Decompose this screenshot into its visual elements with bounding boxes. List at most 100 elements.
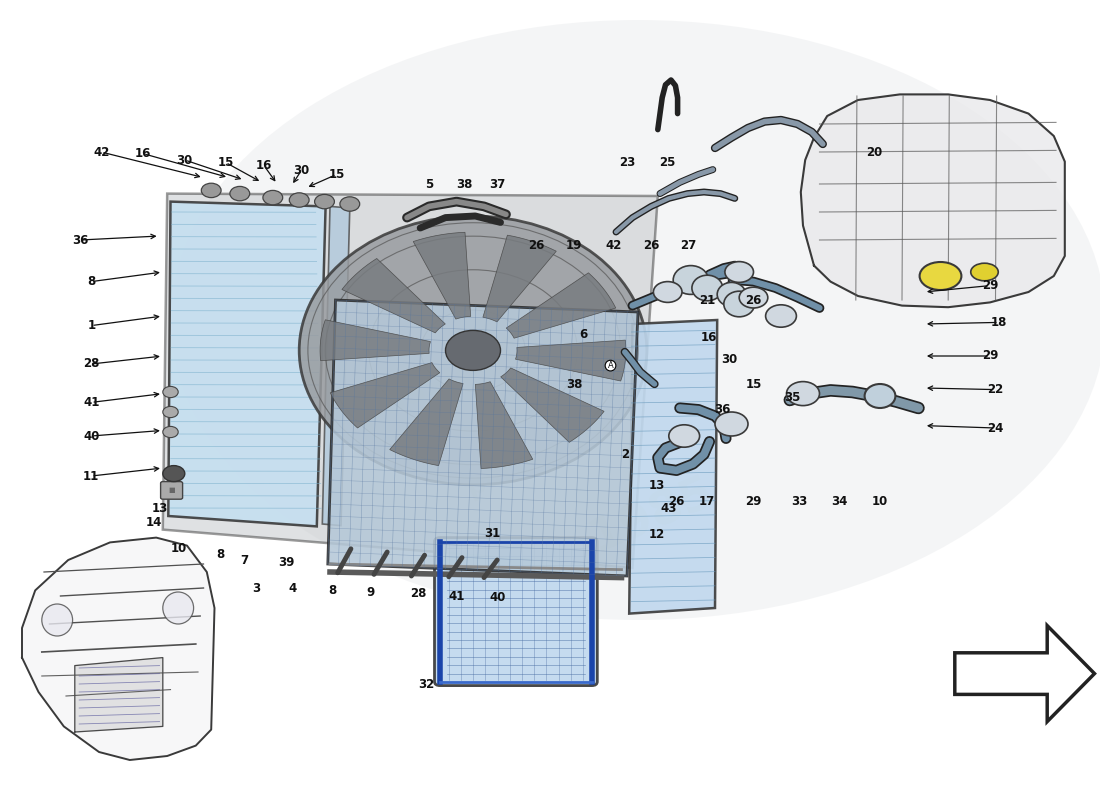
Text: 38: 38 [566, 378, 582, 390]
Polygon shape [320, 320, 430, 361]
Text: 41: 41 [84, 396, 99, 409]
Text: 25: 25 [660, 156, 675, 169]
Text: 32: 32 [419, 678, 435, 690]
Polygon shape [500, 368, 604, 442]
Text: 34: 34 [832, 495, 847, 508]
Text: 10: 10 [172, 542, 187, 554]
Text: 6: 6 [579, 328, 587, 341]
Text: 26: 26 [669, 495, 684, 508]
Ellipse shape [865, 384, 895, 408]
Polygon shape [483, 235, 557, 322]
Polygon shape [75, 658, 163, 732]
Ellipse shape [920, 262, 961, 290]
Text: 5: 5 [425, 178, 433, 190]
Text: parts.com: parts.com [462, 414, 618, 502]
Text: 10: 10 [872, 495, 888, 508]
Circle shape [653, 282, 682, 302]
Text: 37: 37 [490, 178, 505, 190]
Text: 18: 18 [991, 316, 1006, 329]
Text: 1985: 1985 [583, 470, 722, 562]
Circle shape [289, 193, 309, 207]
Circle shape [315, 194, 334, 209]
Text: A: A [607, 361, 614, 370]
Text: 2: 2 [620, 448, 629, 461]
Circle shape [725, 262, 754, 282]
Text: 22: 22 [988, 383, 1003, 396]
Ellipse shape [170, 20, 1100, 620]
Text: 26: 26 [746, 294, 761, 306]
Text: 31: 31 [485, 527, 501, 540]
Text: 28: 28 [410, 587, 426, 600]
Text: 17: 17 [700, 495, 715, 508]
Text: 36: 36 [73, 234, 88, 246]
Text: 13: 13 [152, 502, 167, 514]
Text: 30: 30 [294, 164, 309, 177]
Circle shape [340, 197, 360, 211]
Text: 26: 26 [644, 239, 659, 252]
Text: passionfor: passionfor [352, 316, 563, 431]
Text: 1: 1 [87, 319, 96, 332]
Circle shape [739, 287, 768, 308]
Text: 36: 36 [715, 403, 730, 416]
Ellipse shape [163, 592, 194, 624]
Text: 13: 13 [649, 479, 664, 492]
Text: 15: 15 [218, 156, 233, 169]
Polygon shape [414, 232, 471, 319]
Text: 38: 38 [456, 178, 472, 190]
Ellipse shape [692, 275, 723, 301]
Text: 16: 16 [135, 147, 151, 160]
Polygon shape [168, 202, 326, 526]
Polygon shape [322, 206, 350, 526]
Circle shape [766, 305, 796, 327]
Text: 43: 43 [661, 502, 676, 514]
Text: 40: 40 [490, 591, 505, 604]
Polygon shape [342, 258, 446, 333]
Text: 3: 3 [252, 582, 261, 594]
Polygon shape [330, 362, 440, 428]
Circle shape [201, 183, 221, 198]
Text: 29: 29 [982, 279, 998, 292]
Polygon shape [516, 340, 626, 381]
Text: ■: ■ [168, 487, 175, 494]
Text: 30: 30 [177, 154, 192, 166]
Text: 29: 29 [982, 350, 998, 362]
Polygon shape [955, 626, 1094, 722]
Text: 19: 19 [566, 239, 582, 252]
Text: 15: 15 [329, 168, 344, 181]
FancyBboxPatch shape [434, 538, 597, 686]
Text: 8: 8 [87, 275, 96, 288]
Text: 15: 15 [746, 378, 761, 390]
Text: 7: 7 [240, 554, 249, 566]
Text: 16: 16 [701, 331, 716, 344]
Text: 42: 42 [94, 146, 109, 158]
Text: 20: 20 [867, 146, 882, 158]
Circle shape [163, 466, 185, 482]
Text: 40: 40 [84, 430, 99, 442]
Text: 16: 16 [256, 159, 272, 172]
FancyBboxPatch shape [161, 482, 183, 499]
Polygon shape [475, 382, 532, 469]
Polygon shape [801, 94, 1065, 307]
Circle shape [163, 426, 178, 438]
Ellipse shape [42, 604, 73, 636]
Text: 8: 8 [216, 548, 224, 561]
Circle shape [263, 190, 283, 205]
Text: 4: 4 [288, 582, 297, 594]
Polygon shape [506, 273, 616, 338]
Text: 29: 29 [746, 495, 761, 508]
Text: 42: 42 [606, 239, 621, 252]
Ellipse shape [299, 216, 647, 485]
Text: 24: 24 [988, 422, 1003, 434]
Ellipse shape [673, 266, 708, 294]
Text: 21: 21 [700, 294, 715, 306]
Polygon shape [22, 538, 215, 760]
Text: 33: 33 [792, 495, 807, 508]
Text: 12: 12 [649, 528, 664, 541]
Polygon shape [163, 194, 658, 568]
Text: 27: 27 [681, 239, 696, 252]
Ellipse shape [970, 263, 999, 281]
Circle shape [446, 330, 501, 370]
Circle shape [715, 412, 748, 436]
Text: 23: 23 [619, 156, 635, 169]
Polygon shape [389, 379, 463, 466]
